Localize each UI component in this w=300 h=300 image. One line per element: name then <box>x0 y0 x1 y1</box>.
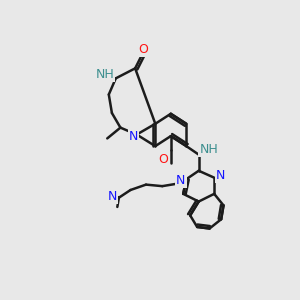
Text: N: N <box>216 169 225 182</box>
Text: N: N <box>129 130 138 142</box>
Text: O: O <box>138 44 148 56</box>
Text: NH: NH <box>95 68 114 81</box>
Text: NH: NH <box>200 143 218 157</box>
Text: N: N <box>176 174 185 187</box>
Text: N: N <box>108 190 117 203</box>
Text: O: O <box>158 153 168 166</box>
